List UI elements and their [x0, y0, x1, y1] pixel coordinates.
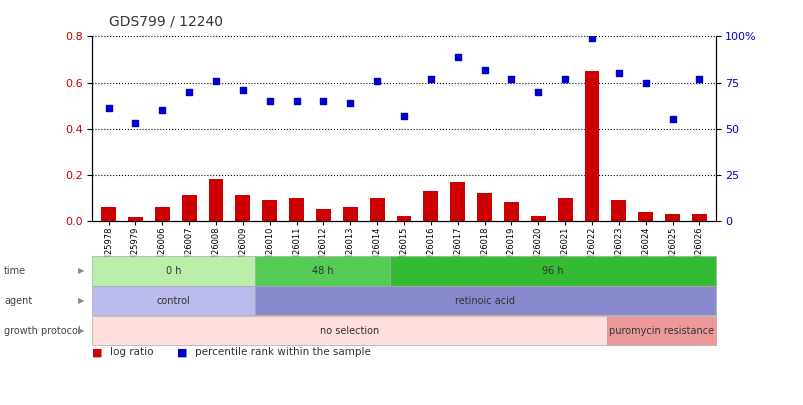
Text: ▶: ▶	[78, 266, 84, 275]
Text: 48 h: 48 h	[312, 266, 333, 276]
Bar	[289, 198, 304, 221]
Point	[478, 66, 491, 73]
Text: puromycin resistance: puromycin resistance	[608, 326, 713, 336]
Bar	[638, 211, 652, 221]
Point	[585, 35, 597, 42]
Point	[638, 79, 651, 86]
Bar	[611, 200, 626, 221]
Bar	[262, 200, 277, 221]
Bar	[343, 207, 357, 221]
Bar	[128, 217, 143, 221]
Bar	[208, 179, 223, 221]
Point	[102, 105, 115, 111]
Text: retinoic acid: retinoic acid	[454, 296, 515, 306]
Bar	[369, 198, 384, 221]
Bar	[155, 207, 169, 221]
Text: ■: ■	[92, 347, 103, 358]
Text: ▶: ▶	[78, 326, 84, 335]
Bar	[181, 195, 196, 221]
Point	[397, 113, 410, 119]
Point	[666, 116, 679, 123]
Point	[128, 120, 141, 126]
Bar	[664, 214, 679, 221]
Point	[182, 88, 195, 95]
Point	[612, 70, 625, 77]
Text: 96 h: 96 h	[541, 266, 563, 276]
Point	[316, 98, 329, 104]
Text: ■: ■	[177, 347, 187, 358]
Point	[156, 107, 169, 113]
Point	[558, 76, 571, 82]
Text: control: control	[157, 296, 190, 306]
Bar	[396, 216, 411, 221]
Point	[504, 76, 517, 82]
Bar	[450, 181, 464, 221]
Text: ▶: ▶	[78, 296, 84, 305]
Point	[290, 98, 303, 104]
Bar	[316, 209, 330, 221]
Text: agent: agent	[4, 296, 32, 306]
Text: percentile rank within the sample: percentile rank within the sample	[194, 347, 370, 358]
Bar	[503, 202, 518, 221]
Point	[424, 76, 437, 82]
Point	[450, 53, 463, 60]
Text: time: time	[4, 266, 26, 276]
Bar	[691, 214, 706, 221]
Bar	[584, 71, 599, 221]
Point	[236, 87, 249, 93]
Bar	[235, 195, 250, 221]
Point	[344, 100, 357, 106]
Text: log ratio: log ratio	[110, 347, 153, 358]
Bar	[101, 207, 116, 221]
Bar	[477, 193, 491, 221]
Text: GDS799 / 12240: GDS799 / 12240	[108, 14, 222, 28]
Bar	[557, 198, 572, 221]
Point	[210, 77, 222, 84]
Point	[532, 88, 544, 95]
Text: growth protocol: growth protocol	[4, 326, 80, 336]
Point	[370, 77, 383, 84]
Text: no selection: no selection	[320, 326, 379, 336]
Bar	[423, 191, 438, 221]
Text: 0 h: 0 h	[165, 266, 181, 276]
Point	[263, 98, 275, 104]
Point	[692, 76, 705, 82]
Bar	[530, 216, 545, 221]
